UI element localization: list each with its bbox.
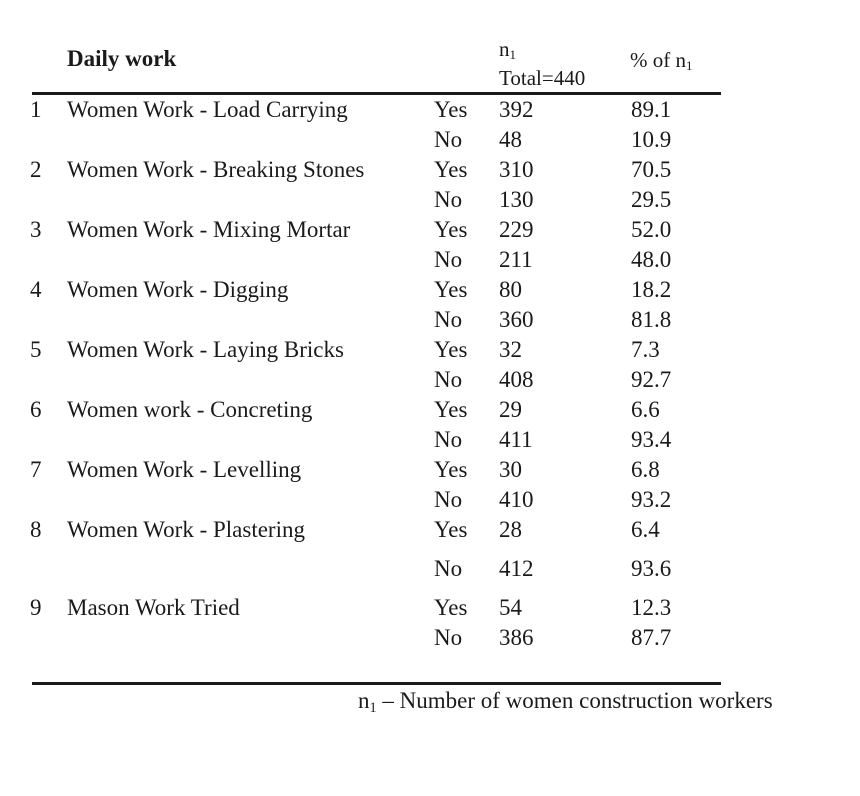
- yes-percent: 52.0: [631, 217, 672, 242]
- answer-no: No: [434, 625, 463, 650]
- row-label: Women Work - Laying Bricks: [67, 337, 344, 362]
- no-count: 360: [499, 307, 534, 332]
- yes-percent: 18.2: [631, 277, 672, 302]
- table-row: 3 Women Work - Mixing Mortar Yes 229 52.0: [0, 215, 860, 245]
- table-row: No 408 92.7: [0, 365, 860, 395]
- table-row: No 48 10.9: [0, 125, 860, 155]
- table-row: 4 Women Work - Digging Yes 80 18.2: [0, 275, 860, 305]
- footnote: n1 – Number of women construction worker…: [358, 688, 773, 716]
- yes-percent: 70.5: [631, 157, 672, 182]
- no-count: 410: [499, 487, 534, 512]
- row-number: 9: [30, 595, 42, 620]
- no-percent: 10.9: [631, 127, 672, 152]
- answer-yes: Yes: [434, 217, 468, 242]
- yes-count: 54: [499, 595, 522, 620]
- no-percent: 93.4: [631, 427, 672, 452]
- table-row: No 386 87.7: [0, 623, 860, 653]
- answer-no: No: [434, 556, 463, 581]
- no-count: 386: [499, 625, 534, 650]
- table-bottom-rule: [32, 682, 721, 685]
- answer-yes: Yes: [434, 595, 468, 620]
- yes-percent: 12.3: [631, 595, 672, 620]
- yes-count: 310: [499, 157, 534, 182]
- row-number: 5: [30, 337, 42, 362]
- answer-no: No: [434, 367, 463, 392]
- answer-yes: Yes: [434, 277, 468, 302]
- row-label: Women Work - Levelling: [67, 457, 302, 482]
- yes-count: 229: [499, 217, 534, 242]
- answer-yes: Yes: [434, 157, 468, 182]
- row-label: Women Work - Digging: [67, 277, 289, 302]
- no-count: 211: [499, 247, 533, 272]
- yes-count: 30: [499, 457, 522, 482]
- answer-yes: Yes: [434, 517, 468, 542]
- row-number: 1: [30, 97, 42, 122]
- column-header-percent: % of n1: [630, 48, 693, 74]
- yes-count: 80: [499, 277, 522, 302]
- table-row: 5 Women Work - Laying Bricks Yes 32 7.3: [0, 335, 860, 365]
- no-count: 130: [499, 187, 534, 212]
- table-row: 2 Women Work - Breaking Stones Yes 310 70.5: [0, 155, 860, 185]
- table-row: 8 Women Work - Plastering Yes 28 6.4: [0, 515, 860, 545]
- table-top-rule: [32, 92, 721, 95]
- table-row: 7 Women Work - Levelling Yes 30 6.8: [0, 455, 860, 485]
- answer-no: No: [434, 187, 463, 212]
- answer-yes: Yes: [434, 337, 468, 362]
- total-label: Total=440: [499, 66, 586, 90]
- yes-percent: 89.1: [631, 97, 672, 122]
- no-percent: 81.8: [631, 307, 672, 332]
- table-row: No 410 93.2: [0, 485, 860, 515]
- row-label: Women Work - Plastering: [67, 517, 305, 542]
- answer-yes: Yes: [434, 97, 468, 122]
- no-percent: 48.0: [631, 247, 672, 272]
- no-percent: 87.7: [631, 625, 672, 650]
- row-label: Women Work - Mixing Mortar: [67, 217, 351, 242]
- answer-no: No: [434, 427, 463, 452]
- column-header-daily-work: Daily work: [67, 46, 177, 71]
- answer-yes: Yes: [434, 457, 468, 482]
- no-percent: 93.6: [631, 556, 672, 581]
- table-row: 6 Women work - Concreting Yes 29 6.6: [0, 395, 860, 425]
- row-number: 7: [30, 457, 42, 482]
- no-count: 408: [499, 367, 534, 392]
- row-number: 2: [30, 157, 42, 182]
- yes-count: 29: [499, 397, 522, 422]
- row-label: Women Work - Load Carrying: [67, 97, 348, 122]
- n1-label: n1: [499, 37, 517, 63]
- answer-yes: Yes: [434, 397, 468, 422]
- table-row: No 411 93.4: [0, 425, 860, 455]
- row-number: 6: [30, 397, 42, 422]
- yes-percent: 7.3: [631, 337, 660, 362]
- answer-no: No: [434, 487, 463, 512]
- no-count: 412: [499, 556, 534, 581]
- answer-no: No: [434, 127, 463, 152]
- table-row: No 360 81.8: [0, 305, 860, 335]
- row-label: Mason Work Tried: [67, 595, 240, 620]
- no-percent: 92.7: [631, 367, 672, 392]
- table-row: No 412 93.6: [0, 554, 860, 584]
- answer-no: No: [434, 247, 463, 272]
- row-number: 8: [30, 517, 42, 542]
- table-row: No 211 48.0: [0, 245, 860, 275]
- answer-no: No: [434, 307, 463, 332]
- no-percent: 29.5: [631, 187, 672, 212]
- no-count: 411: [499, 427, 533, 452]
- no-count: 48: [499, 127, 522, 152]
- row-label: Women Work - Breaking Stones: [67, 157, 365, 182]
- table-row: No 130 29.5: [0, 185, 860, 215]
- table-row: 9 Mason Work Tried Yes 54 12.3: [0, 593, 860, 623]
- row-number: 4: [30, 277, 42, 302]
- no-percent: 93.2: [631, 487, 672, 512]
- yes-percent: 6.6: [631, 397, 660, 422]
- yes-count: 32: [499, 337, 522, 362]
- column-header-n1: n1 Total=440: [499, 36, 585, 91]
- table-row: 1 Women Work - Load Carrying Yes 392 89.1: [0, 95, 860, 125]
- yes-count: 392: [499, 97, 534, 122]
- yes-percent: 6.8: [631, 457, 660, 482]
- yes-percent: 6.4: [631, 517, 660, 542]
- yes-count: 28: [499, 517, 522, 542]
- row-label: Women work - Concreting: [67, 397, 313, 422]
- row-number: 3: [30, 217, 42, 242]
